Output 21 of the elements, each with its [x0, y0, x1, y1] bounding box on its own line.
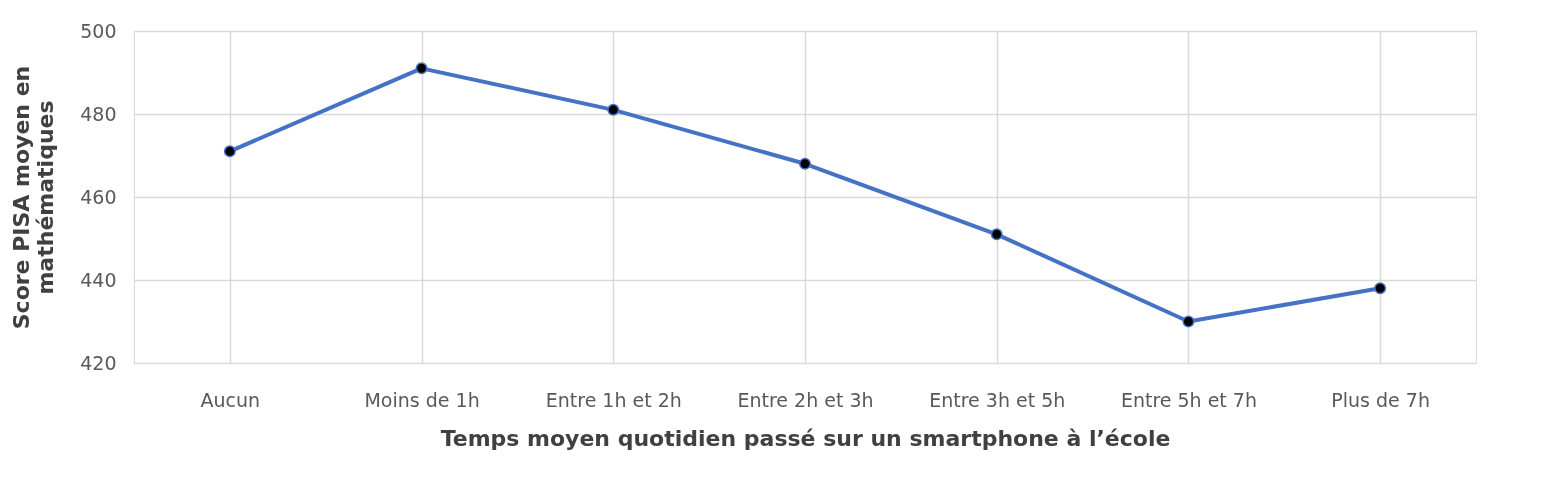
y-axis-title: Score PISA moyen en mathématiques	[9, 65, 59, 330]
x-tick-label: Moins de 1h	[364, 388, 480, 411]
point	[607, 103, 620, 116]
point	[1182, 315, 1195, 328]
y-tick-label: 480	[80, 102, 117, 125]
y-tick-label: 500	[80, 19, 117, 42]
x-tick-label: Plus de 7h	[1331, 388, 1430, 411]
x-axis-title: Temps moyen quotidien passé sur un smartphone à l’école	[440, 425, 1171, 451]
y-tick-label: 420	[80, 351, 117, 374]
point	[223, 145, 236, 158]
y-tick-label: 460	[80, 185, 117, 208]
point	[415, 62, 428, 75]
point	[799, 157, 811, 170]
y-tick-label: 440	[80, 268, 117, 291]
x-tick-label: Entre 5h et 7h	[1120, 388, 1257, 411]
x-tick-label: Aucun	[200, 388, 261, 411]
x-tick-label: Entre 2h et 3h	[737, 388, 874, 411]
x-tick-label: Entre 1h et 2h	[545, 388, 682, 411]
point	[1374, 282, 1387, 295]
point	[990, 228, 1003, 241]
x-tick-label: Entre 3h et 5h	[929, 388, 1066, 411]
